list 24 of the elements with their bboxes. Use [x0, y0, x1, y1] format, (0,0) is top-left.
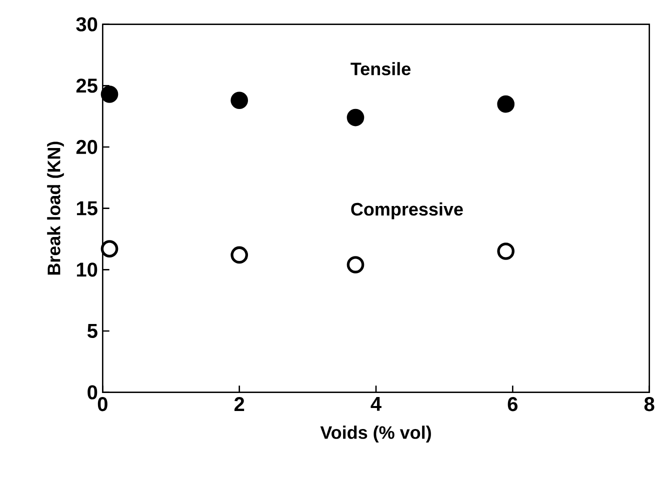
- y-tick-label: 5: [87, 324, 98, 338]
- y-axis-title: Break load (KN): [47, 142, 64, 275]
- y-tick-label: 30: [76, 17, 98, 32]
- x-tick-label: 6: [508, 397, 518, 412]
- x-axis-title: Voids (% vol): [320, 426, 431, 442]
- point: [100, 240, 118, 258]
- y-tick-label: 10: [76, 262, 98, 277]
- point: [230, 92, 248, 110]
- y-tick-label: 15: [76, 201, 98, 216]
- point: [497, 95, 515, 113]
- text: Compressive: [351, 202, 463, 220]
- x-tick-label: 0: [98, 397, 108, 412]
- x-tick-label: 4: [370, 397, 382, 411]
- x-tick-label: 8: [644, 397, 654, 412]
- y-tick-label: 0: [88, 385, 98, 400]
- y-tick-label: 25: [76, 78, 98, 93]
- point: [230, 246, 248, 264]
- point: [100, 86, 118, 103]
- series-label: Tensile: [350, 62, 411, 76]
- point: [497, 242, 515, 260]
- point: [346, 256, 364, 274]
- x-tick-label: 2: [234, 397, 244, 412]
- y-tick-label: 20: [76, 140, 98, 154]
- point: [346, 108, 364, 126]
